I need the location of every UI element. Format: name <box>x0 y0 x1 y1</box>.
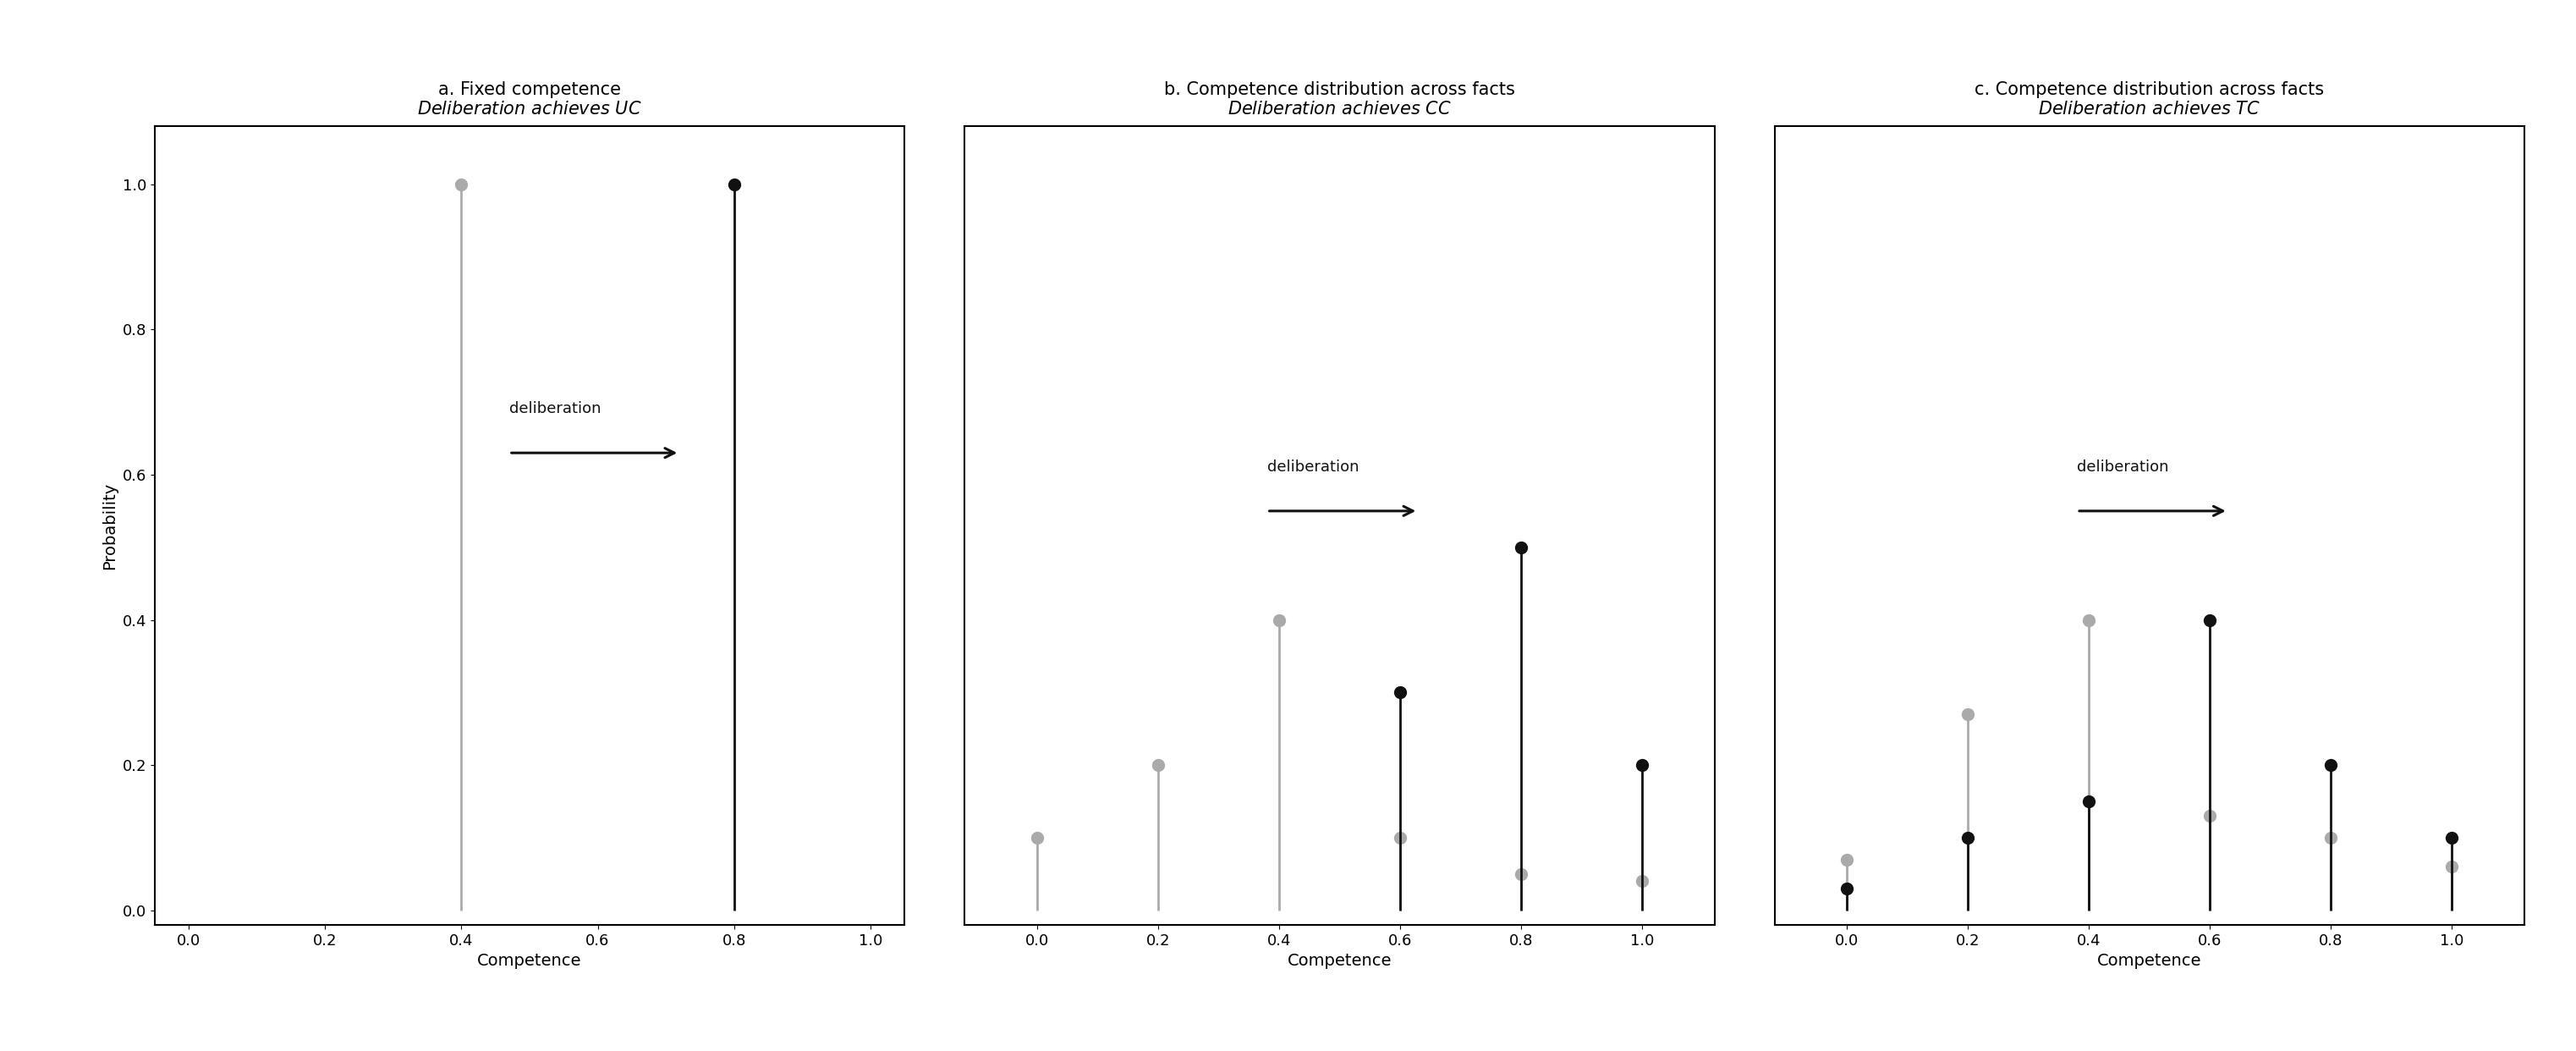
Text: deliberation: deliberation <box>1267 459 1358 475</box>
X-axis label: Competence: Competence <box>1288 953 1391 969</box>
Text: deliberation: deliberation <box>510 401 600 416</box>
Title: a. Fixed competence
$\it{Deliberation\ achieves\ UC}$: a. Fixed competence $\it{Deliberation\ a… <box>417 81 641 118</box>
X-axis label: Competence: Competence <box>477 953 582 969</box>
Text: deliberation: deliberation <box>2076 459 2169 475</box>
X-axis label: Competence: Competence <box>2097 953 2202 969</box>
Title: b. Competence distribution across facts
$\it{Deliberation\ achieves\ CC}$: b. Competence distribution across facts … <box>1164 81 1515 118</box>
Title: c. Competence distribution across facts
$\it{Deliberation\ achieves\ TC}$: c. Competence distribution across facts … <box>1976 81 2324 118</box>
Y-axis label: Probability: Probability <box>100 481 118 570</box>
